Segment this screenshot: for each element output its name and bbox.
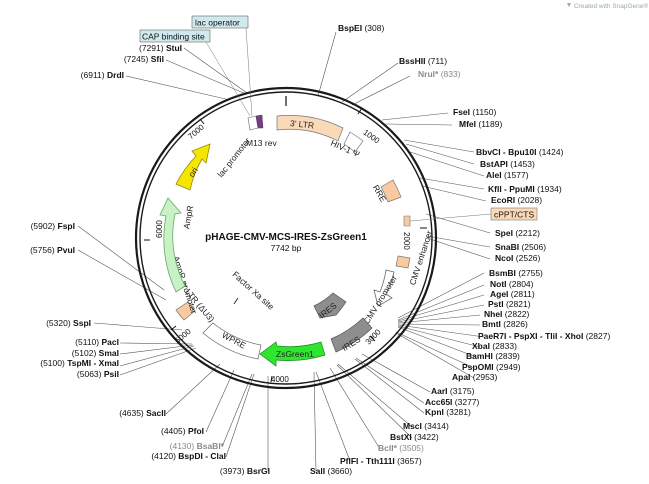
site-msci: MscI (3414) — [403, 421, 449, 431]
factor-xa-label: Factor Xa site — [230, 269, 276, 312]
leader-lines — [77, 31, 491, 472]
site-acc65i: Acc65I (3277) — [425, 397, 480, 407]
site-bbvci-bpu10i: BbvCI - Bpu10I (1424) — [476, 147, 564, 157]
site-pspomi: PspOMI (2949) — [462, 362, 521, 372]
ltr-3-feature — [276, 115, 344, 142]
site-stui: (7291) StuI — [139, 43, 182, 53]
site-bsshii: BssHII (711) — [399, 56, 447, 66]
plasmid-name: pHAGE-CMV-MCS-IRES-ZsGreen1 — [205, 232, 367, 243]
sites-right: BspEI (308) BssHII (711) NruI* (833) Fse… — [310, 23, 610, 476]
site-bamhi: BamHI (2839) — [466, 351, 520, 361]
cap-binding-site-text: CAP binding site — [142, 32, 205, 42]
backbone-outer — [134, 86, 438, 390]
site-bsrgi: (3973) BsrGI — [220, 466, 270, 476]
cmv-promoter-label: CMV promoter — [361, 273, 399, 325]
site-bcli: BclI* (3505) — [378, 443, 424, 453]
cmv-enhancer-feature — [373, 269, 395, 307]
site-apai: ApaI (2953) — [452, 372, 498, 382]
credit-text: Created with SnapGene® — [574, 2, 648, 10]
ires-inner-feature — [313, 292, 347, 319]
m13-rev-feature — [255, 114, 264, 129]
site-pfoi: (4405) PfoI — [161, 426, 204, 436]
site-kpni: KpnI (3281) — [425, 407, 471, 417]
site-noti: NotI (2804) — [490, 279, 534, 289]
site-smai: (5102) SmaI — [72, 348, 119, 358]
lac-operator-box — [191, 15, 249, 29]
rre-feature — [380, 179, 402, 203]
site-pflfi-tth111i: PflFI - Tth111I (3657) — [340, 456, 422, 466]
small-orange-feature — [395, 255, 411, 269]
sites-left: (3973) BsrGI (4120) BspDI - ClaI (4130) … — [30, 43, 270, 476]
site-sali: SalI (3660) — [310, 466, 352, 476]
ltr-3-label: 3' LTR — [290, 118, 315, 130]
site-spei: SpeI (2212) — [495, 228, 540, 238]
backbone-inner — [139, 91, 433, 385]
site-paer7i-pspxi-tlii-xhoi: PaeR7I - PspXI - TliI - XhoI (2827) — [478, 331, 610, 341]
snapgene-credit: Created with SnapGene® — [567, 2, 648, 10]
site-nhei: NheI (2822) — [484, 309, 530, 319]
ori-feature — [175, 143, 211, 191]
site-mfei: MfeI (1189) — [459, 119, 502, 129]
zsgreen1-feature — [259, 341, 326, 367]
callouts: lac operator CAP binding site cPPT/CTS — [139, 15, 538, 222]
site-pvui: (5756) PvuI — [30, 245, 75, 255]
site-bsmbi: BsmBI (2755) — [489, 268, 543, 278]
site-sacii: (4635) SacII — [119, 408, 166, 418]
factor-xa-mark — [233, 297, 239, 305]
site-xbai: XbaI (2833) — [472, 341, 517, 351]
tick-1000: 1000 — [361, 128, 381, 146]
site-snabi: SnaBI (2506) — [495, 242, 546, 252]
site-bmti: BmtI (2826) — [482, 319, 528, 329]
m13-rev-label: M13 rev — [246, 138, 277, 148]
ltr-3-du3-feature — [175, 301, 196, 321]
ires-outer-feature — [330, 317, 373, 353]
cap-binding-site-box — [139, 29, 211, 43]
site-psti: PstI (2821) — [488, 299, 531, 309]
tick-7000: 7000 — [186, 122, 206, 141]
site-agei: AgeI (2811) — [490, 289, 535, 299]
site-nrui: NruI* (833) — [418, 69, 461, 79]
site-sfii: (7245) SfiI — [124, 54, 164, 64]
site-ecori: EcoRI (2028) — [491, 195, 542, 205]
zsgreen1-label: ZsGreen1 — [276, 349, 314, 359]
site-kfli-ppumi: KflI - PpuMI (1934) — [488, 184, 562, 194]
site-sspi: (5320) SspI — [46, 318, 91, 328]
site-alei: AleI (1577) — [486, 170, 529, 180]
site-bspei: BspEI (308) — [338, 23, 384, 33]
ampr-label: AmpR — [181, 205, 195, 230]
ori-label: ori — [186, 165, 200, 178]
wpre-feature — [202, 322, 262, 360]
site-tspmi-xmai: (5100) TspMI - XmaI — [40, 358, 119, 368]
site-bspdi-clai: (4120) BspDI - ClaI — [151, 451, 226, 461]
site-bsabi: (4130) BsaBI* — [170, 441, 225, 451]
site-drdi: (6911) DrdI — [81, 70, 124, 80]
tick-2000: 2000 — [402, 232, 411, 250]
site-bstxi: BstXI (3422) — [390, 432, 439, 442]
snapgene-logo-icon — [567, 3, 571, 7]
site-bstapi: BstAPI (1453) — [480, 159, 535, 169]
site-fsei: FseI (1150) — [453, 107, 496, 117]
hiv1-psi-feature — [343, 131, 364, 153]
ampr-feature — [159, 197, 186, 293]
site-aari: AarI (3175) — [431, 386, 475, 396]
cppt-feature — [403, 215, 411, 227]
lac-operator-text: lac operator — [195, 18, 240, 28]
site-fspi: (5902) FspI — [31, 221, 75, 231]
site-ncoi: NcoI (2526) — [495, 253, 541, 263]
site-psii: (5063) PsiI — [77, 369, 119, 379]
plasmid-size: 7742 bp — [271, 243, 302, 253]
tick-4000: 4000 — [271, 375, 289, 384]
tick-6000: 6000 — [155, 220, 164, 238]
cppt-cts-text: cPPT/CTS — [494, 210, 534, 220]
site-paci: (5110) PacI — [75, 337, 119, 347]
tick-marks — [144, 107, 427, 383]
